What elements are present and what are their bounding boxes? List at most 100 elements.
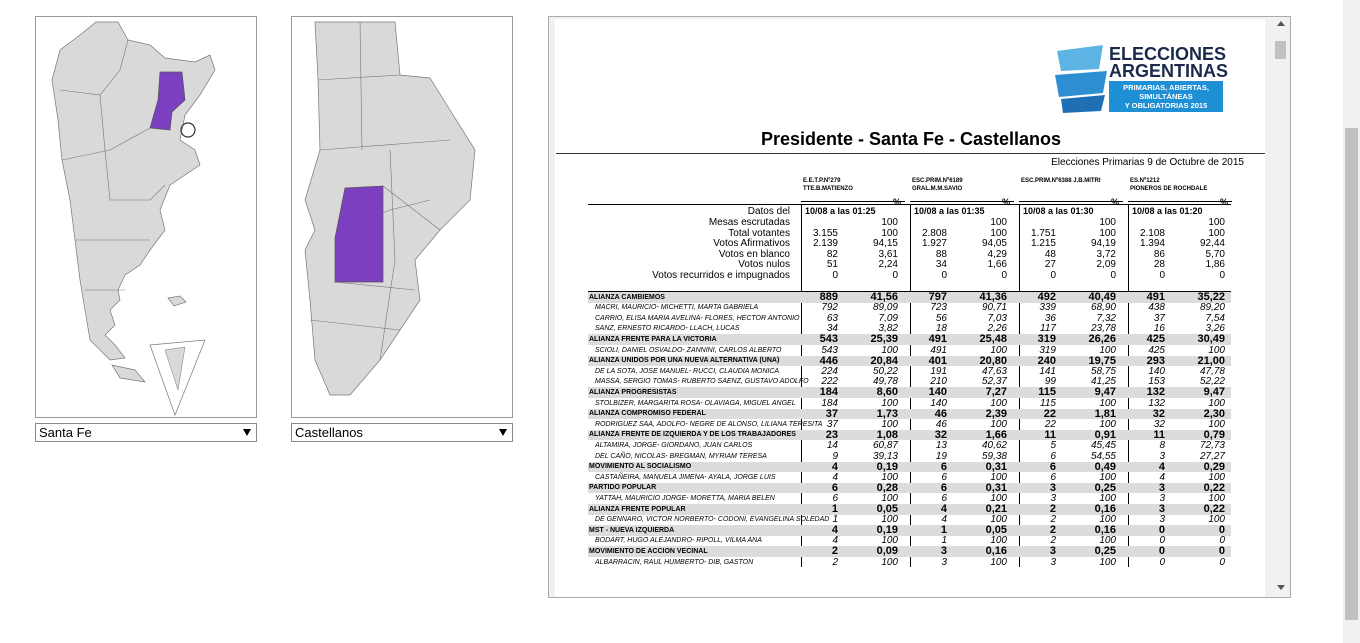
candidate-value: 6 [1050,471,1056,483]
province-select[interactable]: Santa Fe [35,423,257,442]
percent-header: % [1219,197,1228,207]
party-value: 0,09 [876,545,898,558]
candidate-value: 22 [1044,418,1056,430]
island [111,364,146,383]
candidate-value: 3 [1159,492,1165,504]
party-value: 0,79 [1203,428,1225,441]
party-value: 0 [1158,524,1165,537]
party-row-bg [588,408,1231,420]
candidate-value: 115 [1040,397,1056,409]
candidate-value: 100 [1208,397,1225,409]
party-value: 3 [1158,481,1165,494]
cell-value: 0 [1219,270,1225,281]
party-row-bg [588,334,1231,345]
candidate-value: 100 [1099,492,1116,504]
logo-title: ARGENTINAS [1109,61,1229,81]
candidate-value: 99 [1044,376,1056,388]
candidate-name: MASSA, SERGIO TOMAS- RUBERTO SAENZ, GUST… [595,378,809,386]
candidate-value: 34 [826,323,838,335]
candidate-value: 50,22 [872,365,898,377]
party-value: 240 [1037,354,1056,367]
candidate-name: CARRIO, ELISA MARIA AVELINA- FLORES, HEC… [595,314,800,322]
party-value: 0,05 [876,503,898,515]
logo-band [1109,81,1223,112]
candidate-name: YATTAH, MAURICIO JORGE- MORETTA, MARIA B… [595,494,775,502]
candidate-value: 0 [1159,556,1165,568]
party-value: 1,73 [876,407,898,420]
candidate-name: DE GENNARO, VICTOR NORBERTO- CODONI, EVA… [595,516,830,524]
party-value: 184 [819,386,838,399]
row-label: Votos en blanco [718,248,790,260]
candidate-value: 60,87 [872,439,898,451]
cell-value: 1,66 [987,259,1007,271]
party-value: 3 [1158,503,1165,515]
logo-title: ELECCIONES [1109,44,1227,64]
party-value: 8,60 [876,386,898,399]
selected-province[interactable] [149,71,186,131]
party-value: 22 [1043,407,1056,420]
party-value: 30,49 [1197,333,1225,346]
title-rule [556,153,1265,154]
party-row-bg [588,387,1231,398]
party-value: 0,25 [1094,545,1116,558]
candidate-value: 100 [1208,418,1225,430]
cell-value: 100 [1208,217,1225,228]
window-scrollbar[interactable] [1343,0,1360,643]
party-value: 32 [1152,407,1165,420]
party-value: 6 [940,481,947,494]
candidate-value: 3,82 [878,323,898,335]
candidate-value: 2,26 [987,323,1007,335]
candidate-value: 89,09 [872,302,898,314]
candidate-value: 222 [821,376,838,388]
party-value: 0,16 [1094,503,1116,515]
party-value: 1 [831,503,838,515]
party-value: 4 [831,460,838,473]
candidate-value: 100 [1099,556,1116,568]
row-label: Votos Afirmativos [713,238,790,250]
department-select[interactable]: Castellanos [291,423,513,442]
candidate-value: 40,62 [981,439,1007,451]
row-label: Mesas escrutadas [708,217,790,228]
candidate-value: 39,13 [872,450,898,462]
candidate-value: 100 [881,471,898,483]
selected-department[interactable] [334,185,384,283]
candidate-value: 100 [990,492,1007,504]
cell-value: 1.927 [921,238,947,250]
party-value: 401 [928,354,947,367]
candidate-value: 100 [990,344,1007,356]
scrollbar[interactable] [1272,17,1290,597]
cell-value: 0 [1001,270,1007,281]
candidate-value: 7,54 [1205,312,1225,324]
cell-value: 100 [881,227,898,239]
column-divider [1019,204,1020,567]
candidate-value: 46 [935,418,947,430]
party-value: 2,30 [1203,407,1225,420]
party-name: PARTIDO POPULAR [589,484,657,492]
column-date: 10/08 a las 01:20 [1132,206,1203,216]
cell-value: 1,86 [1205,259,1225,271]
logo-tagline: SIMULTÁNEAS [1139,92,1193,101]
party-row-bg [588,355,1231,367]
cell-value: 3.155 [812,227,838,239]
candidate-value: 37 [826,418,838,430]
cell-value: 86 [1153,248,1165,260]
party-value: 293 [1146,354,1165,367]
party-value: 0,91 [1094,428,1116,441]
column-name: ESC.PRIM.Nº6388 J.B.MITRI [1021,178,1101,184]
candidate-value: 3,26 [1205,323,1225,335]
cell-value: 2.808 [921,227,947,239]
column-name: TTE.B.MATIENZO [803,186,853,192]
candidate-value: 153 [1148,376,1165,388]
candidate-value: 100 [1099,514,1116,526]
party-name: MOVIMIENTO DE ACCION VECINAL [589,547,708,555]
island [167,295,187,307]
party-value: 492 [1037,291,1056,303]
candidate-value: 100 [881,556,898,568]
column-name: ES.Nº1212 [1130,178,1160,184]
candidate-value: 339 [1039,302,1056,314]
party-value: 46 [934,407,947,420]
candidate-value: 2 [1050,535,1056,547]
candidate-name: RODRIGUEZ SAA, ADOLFO- NEGRE DE ALONSO, … [595,420,823,428]
scroll-thumb[interactable] [1345,128,1358,620]
column-date: 10/08 a las 01:35 [914,206,985,216]
